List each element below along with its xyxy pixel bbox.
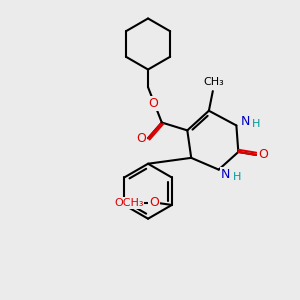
Text: CH₃: CH₃ xyxy=(203,77,224,87)
Text: O: O xyxy=(148,98,158,110)
Text: H: H xyxy=(252,119,260,130)
Text: O: O xyxy=(149,196,159,208)
Text: O: O xyxy=(258,148,268,161)
Text: N: N xyxy=(221,168,230,181)
Text: H: H xyxy=(232,172,241,182)
Text: N: N xyxy=(241,115,250,128)
Text: OCH₃: OCH₃ xyxy=(114,198,143,208)
Text: O: O xyxy=(136,132,146,145)
